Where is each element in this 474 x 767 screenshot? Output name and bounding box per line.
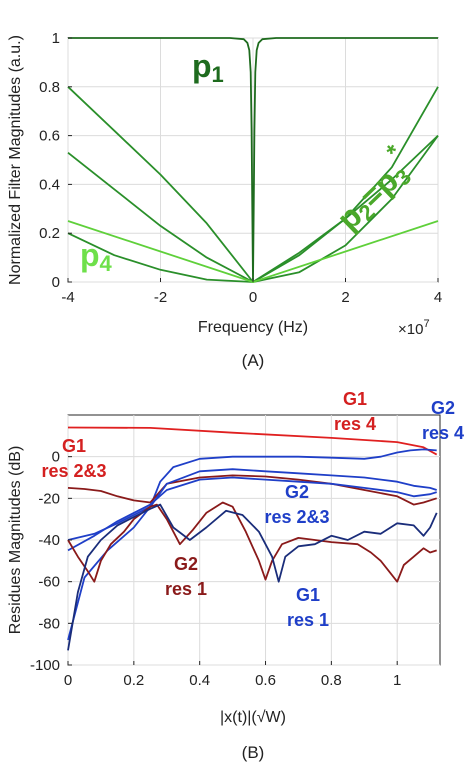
chart-a-x-exponent-power: 7 <box>423 318 429 330</box>
annotation-g1-res23-line1: G1 <box>62 436 86 456</box>
annotation-g1-res4-line2: res 4 <box>334 414 376 434</box>
annotation-g2-res23-line1: G2 <box>285 482 309 502</box>
chart-b-xtick-label: 0.2 <box>123 672 144 689</box>
chart-b-ytick-label: -40 <box>38 532 60 549</box>
annotation-g1-res1: G1 res 1 <box>287 585 329 630</box>
chart-b-xlabel: |x(t)|(√W) <box>220 709 286 726</box>
annotation-g1-res1-line1: G1 <box>296 585 320 605</box>
chart-b-series-3-line <box>67 468 437 541</box>
chart-a-ticks: -4 -2 0 2 4 0 0.2 0.4 0.6 0.8 1 <box>39 30 442 306</box>
chart-b-series-6-line <box>67 503 438 651</box>
annotation-g2-res1-line2: res 1 <box>165 579 207 599</box>
chart-a-ytick-label: 0.4 <box>39 176 60 193</box>
annotation-g1-res4: G1 res 4 <box>334 389 376 434</box>
chart-b-ticks: 0 0.2 0.4 0.6 0.8 1 -100 -80 -60 -40 -20 0 <box>30 449 401 689</box>
annotation-p4-sub: 4 <box>100 251 113 276</box>
annotation-g2-res1-line1: G2 <box>174 554 198 574</box>
chart-a-xtick-label: -4 <box>61 289 74 306</box>
annotation-p1-base: p <box>192 48 212 84</box>
chart-b-xtick-label: 1 <box>393 672 401 689</box>
annotation-p4: p4 <box>80 237 113 276</box>
chart-a-xtick-label: -2 <box>154 289 167 306</box>
chart-a-x-exponent-base: ×10 <box>398 321 423 338</box>
chart-a: -4 -2 0 2 4 0 0.2 0.4 0.6 0.8 1 Normalized Filter … <box>7 30 442 370</box>
chart-b-xtick-label: 0.6 <box>255 672 276 689</box>
chart-b-ytick-label: -100 <box>30 657 60 674</box>
chart-b-series <box>67 426 438 651</box>
annotation-g2-res1: G2 res 1 <box>165 554 207 599</box>
chart-a-ytick-label: 1 <box>52 30 60 47</box>
annotation-g2-res23: G2 res 2&3 <box>264 482 329 527</box>
chart-b-ytick-label: -20 <box>38 490 60 507</box>
annotation-p1-sub: 1 <box>212 62 224 87</box>
chart-b-ytick-label: -80 <box>38 615 60 632</box>
chart-a-ytick-label: 0.2 <box>39 225 60 242</box>
chart-b-series-1-line <box>67 448 437 641</box>
annotation-g2-res4-line2: res 4 <box>422 423 464 443</box>
chart-b-panel-label: (B) <box>242 743 265 762</box>
chart-a-xtick-label: 4 <box>434 289 442 306</box>
chart-b-xtick-label: 0.4 <box>189 672 210 689</box>
chart-b-series-5-line <box>67 501 437 583</box>
annotation-g2-res4-line1: G2 <box>431 398 455 418</box>
annotation-g2-res23-line2: res 2&3 <box>264 507 329 527</box>
chart-a-ylabel: Normalized Filter Magnitudes (a.u.) <box>7 35 24 285</box>
annotation-p4-base: p <box>80 237 100 273</box>
annotation-g1-res4-line1: G1 <box>343 389 367 409</box>
chart-b-series-0-line <box>67 426 438 456</box>
chart-b-ylabel: Residues Magnitudes (dB) <box>7 446 24 635</box>
annotation-g1-res23: G1 res 2&3 <box>41 436 106 481</box>
chart-a-xtick-label: 0 <box>249 289 257 306</box>
chart-b: 0 0.2 0.4 0.6 0.8 1 -100 -80 -60 -40 -20 0 Residues… <box>7 389 464 762</box>
chart-a-xtick-label: 2 <box>341 289 349 306</box>
chart-a-x-exponent: ×107 <box>398 318 430 338</box>
annotation-g1-res23-line2: res 2&3 <box>41 461 106 481</box>
chart-a-ytick-label: 0.6 <box>39 128 60 145</box>
annotation-g2-res4: G2 res 4 <box>422 398 464 443</box>
annotation-p1: p1 <box>192 48 224 87</box>
chart-a-ytick-label: 0 <box>52 274 60 291</box>
chart-a-panel-label: (A) <box>242 351 265 370</box>
annotation-g1-res1-line2: res 1 <box>287 610 329 630</box>
chart-b-series-4-line <box>67 476 437 552</box>
chart-b-ytick-label: 0 <box>52 449 60 466</box>
chart-a-ytick-label: 0.8 <box>39 79 60 96</box>
chart-b-xtick-label: 0.8 <box>321 672 342 689</box>
chart-a-xlabel: Frequency (Hz) <box>198 319 308 336</box>
chart-b-xtick-label: 0 <box>64 672 72 689</box>
chart-b-ytick-label: -60 <box>38 574 60 591</box>
chart-b-series-2-line <box>67 474 437 506</box>
